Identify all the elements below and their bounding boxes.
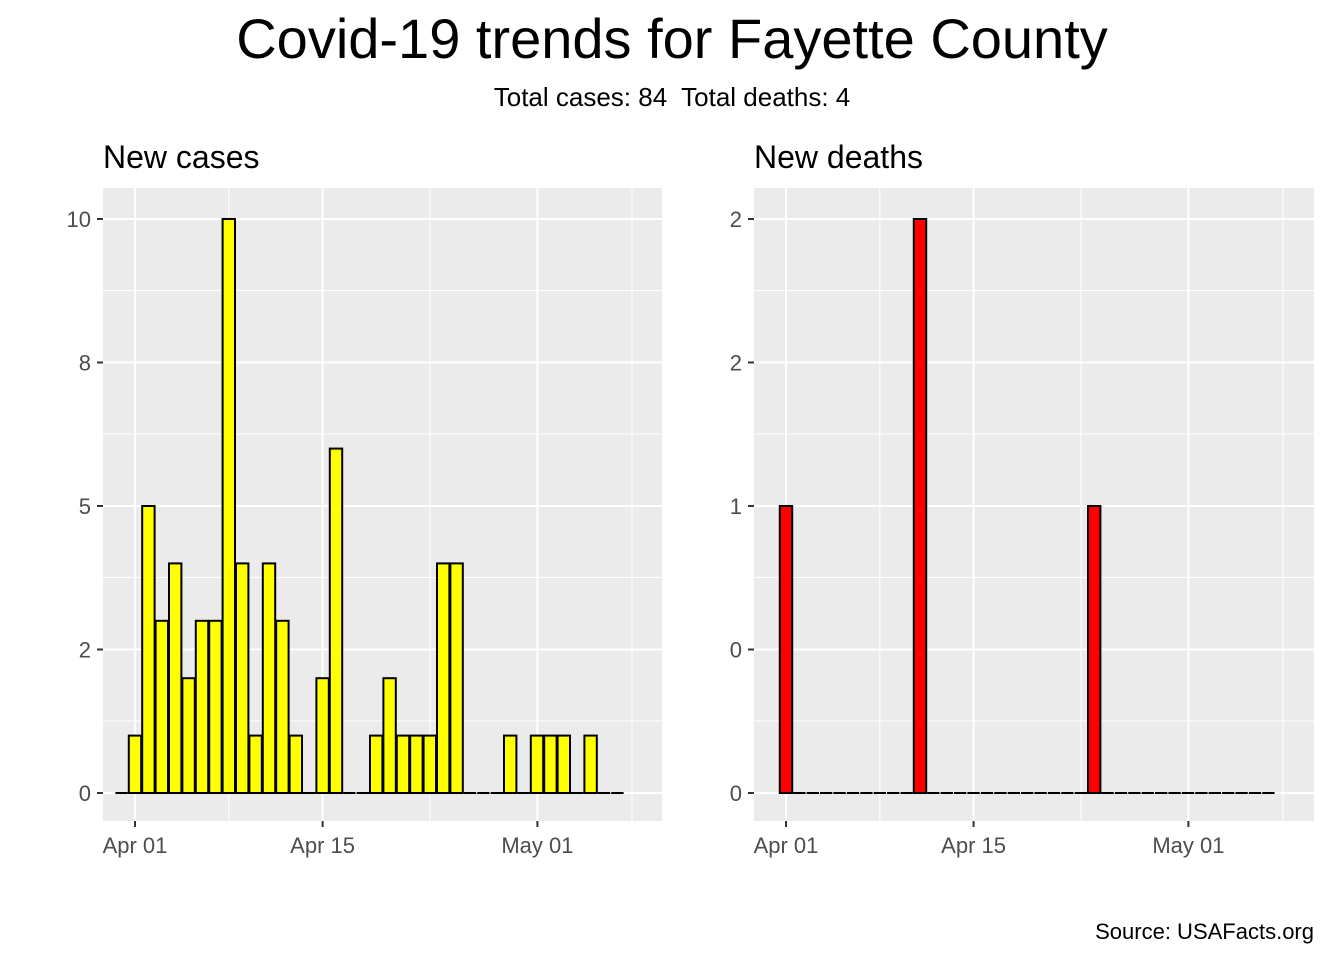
cases-panel-title: New cases <box>103 139 260 175</box>
deaths-y-tick-label: 2 <box>730 207 742 232</box>
cases-bar <box>221 218 237 794</box>
cases-y-tick-label: 5 <box>79 494 91 519</box>
cases-bar <box>583 734 598 794</box>
cases-y-tick-label: 8 <box>79 351 91 376</box>
deaths-y-tick-label: 2 <box>730 351 742 376</box>
cases-bar <box>261 562 277 795</box>
deaths-y-tick-label: 1 <box>730 494 742 519</box>
cases-bar <box>141 505 156 794</box>
cases-bar <box>395 734 411 794</box>
cases-x-tick-label: Apr 01 <box>103 833 168 858</box>
cases-bar <box>449 562 464 795</box>
chart-subtitle: Total cases: 84 Total deaths: 4 <box>493 82 851 112</box>
cases-bar <box>315 677 330 795</box>
deaths-bar <box>1087 505 1102 794</box>
cases-bar <box>369 734 384 794</box>
deaths-x-tick-label: Apr 15 <box>941 833 1006 858</box>
cases-bar <box>382 677 397 795</box>
deaths-bar <box>778 505 794 794</box>
cases-x-tick-label: May 01 <box>501 833 573 858</box>
deaths-x-tick-label: Apr 01 <box>754 833 819 858</box>
deaths-panel-bg <box>754 188 1314 821</box>
deaths-x-tick-label: May 01 <box>1152 833 1224 858</box>
source-caption: Source: USAFacts.org <box>1095 919 1314 944</box>
deaths-y-tick-label: 0 <box>730 638 742 663</box>
cases-bar <box>288 734 304 794</box>
chart-title: Covid-19 trends for Fayette County <box>236 7 1108 70</box>
cases-bar <box>436 562 451 795</box>
cases-bar <box>248 734 263 794</box>
cases-bar <box>235 562 250 795</box>
cases-bar <box>275 619 290 794</box>
cases-bar <box>529 734 545 794</box>
cases-bar <box>409 734 424 794</box>
deaths-panel-title: New deaths <box>754 139 923 175</box>
cases-bar <box>503 734 518 794</box>
cases-y-tick-label: 2 <box>79 638 91 663</box>
deaths-bar <box>912 218 928 794</box>
cases-y-tick-label: 0 <box>79 781 91 806</box>
cases-bar <box>328 447 344 794</box>
deaths-y-tick-label: 0 <box>730 781 742 806</box>
cases-y-tick-label: 10 <box>67 207 91 232</box>
cases-x-tick-label: Apr 15 <box>290 833 355 858</box>
cases-bar <box>208 619 223 794</box>
cases-bar <box>556 734 571 794</box>
cases-bar <box>181 677 196 795</box>
cases-bar <box>422 734 438 794</box>
